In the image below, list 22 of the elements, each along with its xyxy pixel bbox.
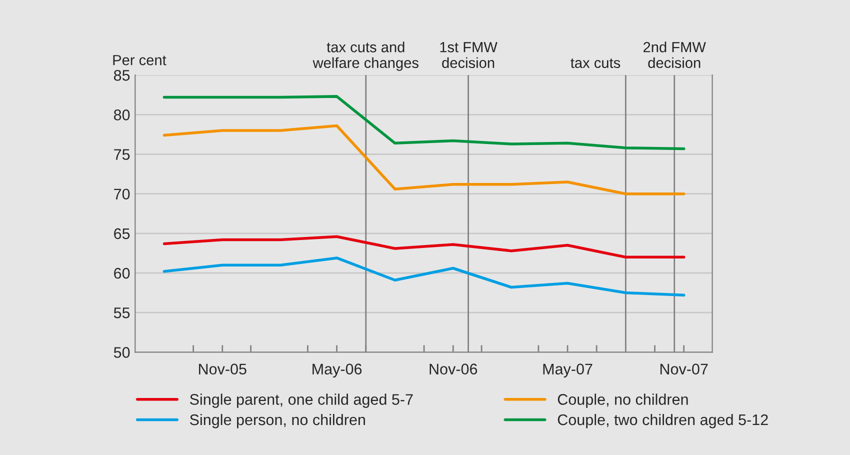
legend-label: Couple, two children aged 5-12 — [558, 414, 768, 428]
y-axis-title: Per cent — [113, 55, 166, 66]
y-tick-label: 50 — [114, 347, 130, 358]
x-tick-label: Nov-06 — [430, 364, 478, 375]
y-tick-label: 60 — [114, 268, 130, 279]
x-tick-label: Nov-05 — [199, 364, 246, 375]
y-tick-label: 65 — [114, 228, 130, 240]
x-tick-label: May-06 — [312, 364, 362, 378]
ref-line-label: tax cuts — [570, 58, 620, 68]
y-tick-label: 55 — [114, 308, 130, 318]
x-tick-label: Nov-07 — [660, 364, 708, 375]
legend-label: Single person, no children — [190, 414, 365, 428]
y-tick-label: 80 — [114, 110, 130, 120]
y-tick-label: 85 — [114, 70, 130, 81]
x-tick-label: May-07 — [543, 364, 592, 378]
legend-label: Couple, no children — [558, 394, 688, 408]
ref-line-label: 2nd FMW decision — [644, 42, 706, 68]
ref-line-label: tax cuts and welfare changes — [312, 42, 418, 71]
y-tick-label: 70 — [114, 188, 130, 200]
legend-label: Single parent, one child aged 5-7 — [190, 394, 413, 408]
ref-line-label: 1st FMW decision — [440, 42, 498, 68]
y-tick-label: 75 — [114, 149, 130, 160]
